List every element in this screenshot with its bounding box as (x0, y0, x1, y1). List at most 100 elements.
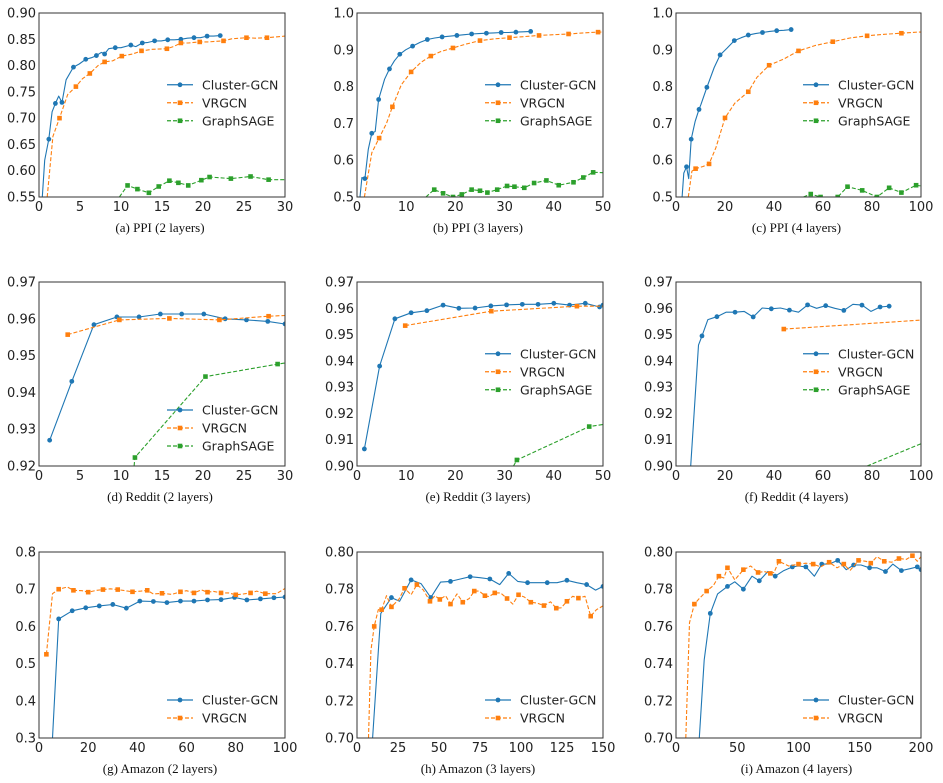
y-tick-label: 0.3 (15, 732, 36, 747)
legend-label: GraphSAGE (202, 439, 275, 454)
data-point (217, 33, 223, 39)
data-point (588, 613, 593, 619)
x-tick-label: 100 (273, 741, 298, 756)
axes-frame (38, 551, 286, 739)
x-tick-label: 150 (847, 741, 872, 756)
x-tick-label: 0 (35, 469, 43, 484)
data-point (740, 586, 746, 592)
y-tick-label: 0.7 (15, 583, 36, 598)
data-point (128, 42, 134, 48)
data-point (899, 568, 904, 573)
series-line-vrgcn (685, 555, 921, 738)
axes-frame (356, 551, 604, 739)
y-tick-label: 0.60 (7, 164, 36, 179)
data-point (755, 570, 761, 575)
data-point (402, 323, 408, 328)
legend-label: VRGCN (838, 711, 883, 726)
data-point (71, 588, 76, 593)
x-tick-label: 40 (546, 200, 563, 215)
data-point (228, 176, 234, 181)
series-line-cluster-gcn (372, 572, 603, 738)
x-tick-label: 40 (766, 200, 783, 215)
data-point (808, 191, 814, 197)
y-tick-label: 0.5 (15, 657, 36, 672)
data-point (899, 30, 904, 36)
data-point (123, 605, 129, 611)
data-point (244, 597, 250, 603)
data-point (471, 588, 477, 594)
series-line-graphsage (866, 443, 921, 466)
data-point (152, 38, 158, 44)
y-tick-label: 0.90 (7, 7, 36, 22)
subplot-2: 0.5 0.6 0.7 0.8 0.9 1.0 0 10 20 30 40 50 Cluster-GCN… (333, 7, 611, 236)
x-tick-label: 30 (277, 469, 294, 484)
legend-marker (495, 100, 501, 106)
data-point (722, 115, 728, 121)
y-tick-label: 0.76 (644, 620, 673, 635)
subplot-1: 0.55 0.60 0.65 0.70 0.75 0.80 0.85 0.90 0 5 10 15 20… (7, 7, 293, 236)
series-line-cluster-gcn (49, 313, 285, 441)
series-group (690, 302, 921, 466)
data-point (167, 178, 172, 184)
x-tick-label: 80 (864, 200, 881, 215)
series-group (685, 553, 921, 738)
data-point (139, 48, 144, 54)
data-point (96, 603, 102, 609)
legend-label: Cluster-GCN (202, 403, 278, 418)
legend-marker (177, 82, 183, 88)
data-point (146, 190, 152, 196)
x-tick-label: 0 (353, 200, 361, 215)
x-tick-label: 20 (80, 741, 97, 756)
legend-marker (177, 118, 183, 124)
data-point (886, 303, 892, 309)
series-line-cluster-gcn (359, 30, 531, 197)
series-line-cluster-gcn (698, 559, 921, 738)
legend: Cluster-GCN VRGCN GraphSAGE (485, 346, 596, 397)
data-point (574, 303, 580, 309)
data-point (130, 589, 135, 595)
y-tick-label: 0.90 (644, 460, 673, 475)
data-point (431, 187, 437, 192)
data-point (361, 446, 367, 452)
data-point (102, 59, 107, 65)
data-point (178, 36, 184, 42)
subplot-caption: (g) Amazon (2 layers) (103, 761, 217, 776)
data-point (692, 601, 697, 607)
subplot-caption: (e) Reddit (3 layers) (425, 489, 530, 504)
x-tick-label: 25 (236, 200, 253, 215)
x-tick-label: 20 (717, 200, 734, 215)
data-point (564, 577, 570, 583)
data-point (165, 37, 171, 43)
data-point (137, 598, 143, 604)
data-point (732, 309, 738, 315)
y-tick-label: 0.8 (15, 546, 36, 561)
data-point (266, 177, 271, 182)
y-tick-label: 0.80 (7, 59, 36, 74)
y-tick-label: 0.94 (325, 354, 354, 369)
data-point (494, 187, 500, 192)
x-tick-label: 60 (815, 200, 832, 215)
data-point (544, 178, 549, 183)
series-line-vrgcn (405, 305, 603, 327)
data-point (768, 571, 773, 576)
data-point (845, 184, 850, 189)
axes-frame (38, 12, 286, 198)
y-tick-label: 0.97 (644, 276, 673, 291)
data-point (766, 62, 772, 68)
series-group (44, 586, 285, 738)
data-point (725, 565, 730, 571)
x-tick-label: 100 (786, 741, 811, 756)
data-point (684, 164, 689, 170)
series-line-vrgcn (367, 584, 603, 738)
data-point (132, 455, 138, 460)
data-point (91, 322, 97, 328)
x-tick-label: 20 (195, 469, 212, 484)
data-point (487, 576, 493, 582)
legend-label: VRGCN (838, 95, 883, 110)
data-point (506, 570, 512, 576)
data-point (477, 38, 483, 43)
data-point (376, 135, 382, 141)
data-point (796, 48, 801, 54)
series-group (367, 570, 603, 738)
